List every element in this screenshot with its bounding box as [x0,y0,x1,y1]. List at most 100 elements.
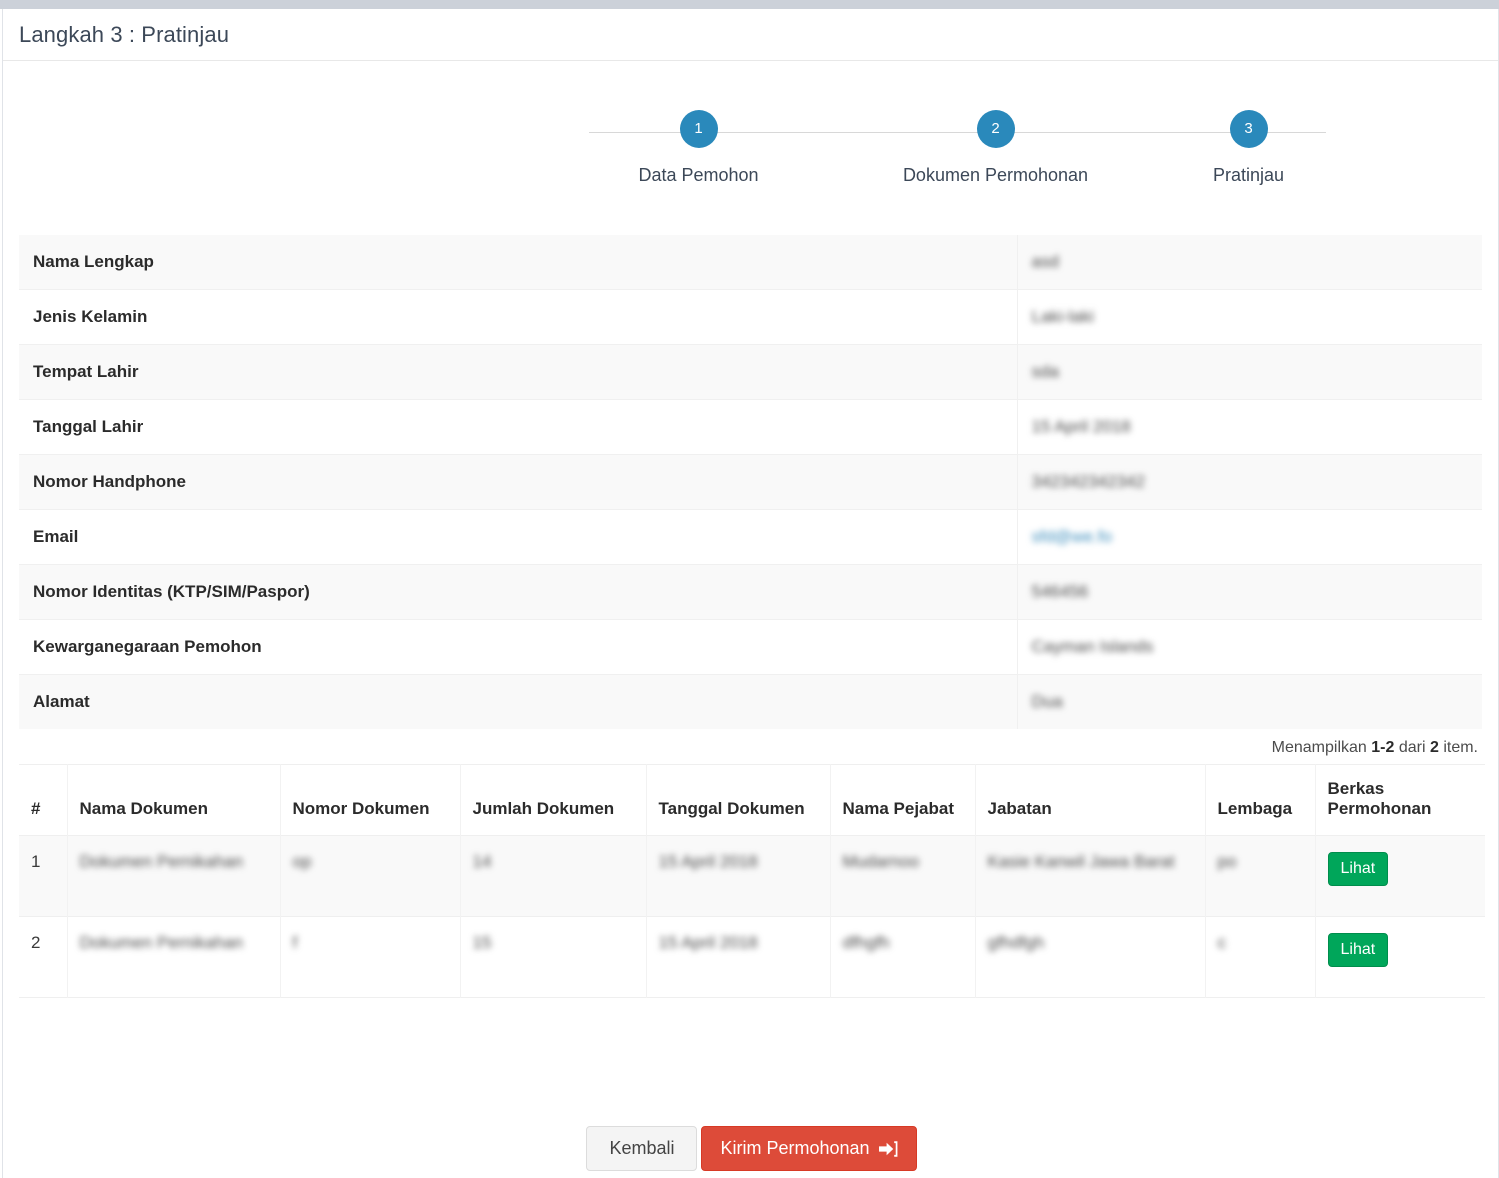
cell-index: 2 [19,916,68,998]
view-document-button[interactable]: Lihat [1327,852,1389,887]
wizard-panel: Langkah 3 : Pratinjau 1 Data Pemohon 2 D… [2,9,1499,1178]
column-header-jumlah-dokumen: Jumlah Dokumen [460,764,647,836]
page-background-strip [0,0,1499,9]
detail-value-text: 342342342342 [1031,472,1145,491]
cell-jabatan: Kasie Kanwil Jawa Barat [975,834,1206,917]
cell-lembaga: c [1205,916,1316,998]
cell-text: f [292,933,298,953]
detail-value: Laki-laki [1016,289,1482,345]
back-button[interactable]: Kembali [586,1126,698,1171]
wizard-stepper: 1 Data Pemohon 2 Dokumen Permohonan 3 Pr… [201,88,1326,213]
column-header-nama-dokumen: Nama Dokumen [67,764,281,836]
summary-range: 1-2 [1371,739,1395,756]
column-header-lembaga: Lembaga [1205,764,1316,836]
column-header-index: # [19,764,68,836]
detail-value-text: Laki-laki [1031,307,1094,326]
cell-nama-pejabat: Mudarnoo [830,834,976,917]
step-item-2[interactable]: 2 Dokumen Permohonan [896,110,1096,186]
applicant-detail-table: Nama Lengkap asd Jenis Kelamin Laki-laki… [19,235,1482,729]
footer-actions: Kembali Kirim Permohonan [3,1126,1499,1171]
cell-tanggal-dokumen: 15 April 2018 [646,834,831,917]
cell-nama-dokumen: Dokumen Pernikahan [67,834,281,917]
cell-jumlah-dokumen: 14 [460,834,647,917]
cell-text: Dokumen Pernikahan [79,852,243,871]
cell-text: Dokumen Pernikahan [79,933,243,953]
summary-total: 2 [1429,739,1439,756]
document-summary: Menampilkan 1-2 dari 2 item. [19,729,1482,764]
step-label-2: Dokumen Permohonan [902,165,1089,185]
cell-berkas-permohonan: Lihat [1315,834,1485,917]
cell-text: op [292,852,312,871]
detail-label: Email [19,509,1017,565]
detail-row: Kewarganegaraan Pemohon Cayman Islands [19,619,1482,675]
detail-value-text: Cayman Islands [1031,637,1154,656]
step-label-3: Pratinjau [1212,165,1285,185]
detail-value-text: sda [1031,362,1059,381]
submit-button-label: Kirim Permohonan [720,1138,870,1158]
cell-text: Kasie Kanwil Jawa Barat [987,852,1175,871]
email-link[interactable]: sfd@we.fo [1031,527,1113,546]
detail-label: Jenis Kelamin [19,289,1017,345]
detail-label: Nama Lengkap [33,252,154,271]
detail-value-text: Dua [1031,692,1063,711]
detail-row: Tempat Lahir sda [19,344,1482,400]
cell-jumlah-dokumen: 15 [460,916,647,998]
row-index-text: 2 [31,933,41,953]
detail-label: Nomor Identitas (KTP/SIM/Paspor) [19,564,1017,620]
detail-row: Tanggal Lahir 15 April 2018 [19,399,1482,455]
detail-row: Nomor Handphone 342342342342 [19,454,1482,510]
detail-value-text: 15 April 2018 [1031,417,1131,436]
detail-label: Kewarganegaraan Pemohon [19,619,1017,675]
cell-text: 14 [472,852,492,871]
cell-lembaga: po [1205,834,1316,917]
submit-application-button[interactable]: Kirim Permohonan [701,1126,917,1171]
detail-value: sda [1016,344,1482,400]
detail-label: Nomor Handphone [19,454,1017,510]
cell-tanggal-dokumen: 15 April 2018 [646,916,831,998]
detail-label: Tempat Lahir [19,344,1017,400]
summary-middle: dari [1394,739,1430,756]
summary-prefix: Menampilkan [1271,739,1372,756]
cell-index: 1 [19,834,68,917]
detail-row: Jenis Kelamin Laki-laki [19,289,1482,345]
cell-text: dfhgfh [842,933,890,953]
detail-value: 15 April 2018 [1016,399,1482,455]
panel-body: 1 Data Pemohon 2 Dokumen Permohonan 3 Pr… [3,88,1498,999]
detail-row: Nomor Identitas (KTP/SIM/Paspor) 546456 [19,564,1482,620]
detail-value: 546456 [1016,564,1482,620]
cell-nomor-dokumen: op [280,834,461,917]
detail-row: Alamat Dua [19,674,1482,729]
detail-value: Cayman Islands [1016,619,1482,675]
column-header-nomor-dokumen: Nomor Dokumen [280,764,461,836]
step-item-1[interactable]: 1 Data Pemohon [599,110,799,186]
sign-in-icon [878,1140,898,1158]
detail-value: Dua [1016,674,1482,729]
detail-label: Alamat [19,674,1017,729]
cell-nama-dokumen: Dokumen Pernikahan [67,916,281,998]
document-table: # Nama Dokumen Nomor Dokumen Jumlah Doku… [19,764,1485,999]
cell-jabatan: gfhdfgh [975,916,1206,998]
cell-text: c [1217,933,1227,953]
stepper-track [588,132,1326,133]
cell-text: 15 April 2018 [658,852,758,871]
cell-text: 15 [472,933,492,953]
row-index-text: 1 [31,852,41,871]
cell-text: Mudarnoo [842,852,920,871]
step-circle-2: 2 [976,110,1015,148]
table-row: 1 Dokumen Pernikahan op 14 15 April 2018… [19,834,1485,917]
detail-value-email[interactable]: sfd@we.fo [1016,509,1482,565]
column-header-nama-pejabat: Nama Pejabat [830,764,976,836]
step-circle-1: 1 [679,110,718,148]
page-title: Langkah 3 : Pratinjau [19,21,230,47]
view-document-button[interactable]: Lihat [1327,933,1389,968]
cell-text: gfhdfgh [987,933,1045,953]
cell-nomor-dokumen: f [280,916,461,998]
column-header-jabatan: Jabatan [975,764,1206,836]
cell-text: 15 April 2018 [658,933,758,953]
detail-value: 342342342342 [1016,454,1482,510]
step-circle-3: 3 [1229,110,1268,148]
detail-value-text: asd [1031,252,1059,271]
step-item-3[interactable]: 3 Pratinjau [1149,110,1349,186]
detail-label: Tanggal Lahir [19,399,1017,455]
